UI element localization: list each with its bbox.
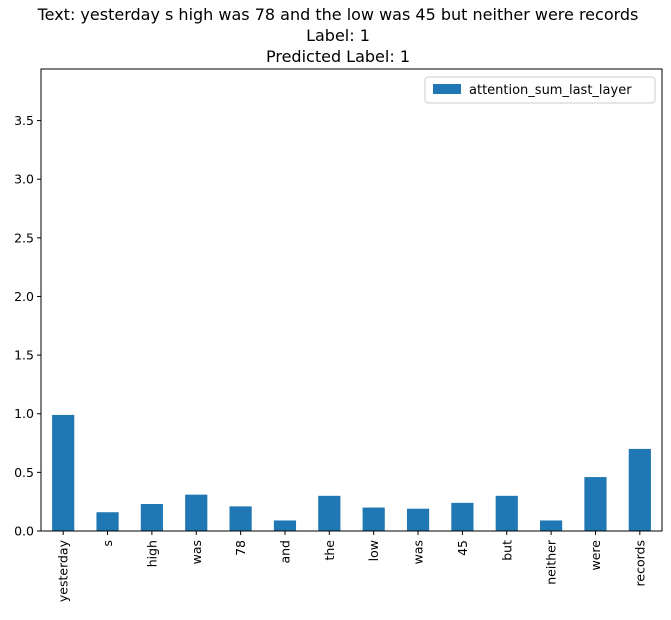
x-tick-label-0: yesterday <box>56 539 71 602</box>
title-line-1: Text: yesterday s high was 78 and the lo… <box>37 5 639 24</box>
bar-records-13 <box>628 448 651 531</box>
chart-title: Text: yesterday s high was 78 and the lo… <box>37 5 639 66</box>
x-tick-label-3: was <box>189 540 204 564</box>
y-tick-label-5: 2.5 <box>14 230 34 245</box>
y-tick-label-0: 0.0 <box>14 524 34 539</box>
y-tick-label-4: 2.0 <box>14 289 34 304</box>
title-line-3: Predicted Label: 1 <box>266 47 410 66</box>
legend-swatch <box>433 84 461 94</box>
bar-low-7 <box>362 507 385 531</box>
title-line-2: Label: 1 <box>306 26 370 45</box>
y-tick-label-7: 3.5 <box>14 113 34 128</box>
bar-high-2 <box>140 504 163 531</box>
y-tick-label-2: 1.0 <box>14 406 34 421</box>
axes-group: 0.0 0.5 1.0 1.5 2.0 2.5 3.0 3.5 yesterday s high wa… <box>14 68 663 602</box>
x-tick-label-6: the <box>322 540 337 561</box>
y-tick-label-1: 0.5 <box>14 465 34 480</box>
bar-the-6 <box>318 495 341 531</box>
legend-box <box>424 76 656 104</box>
x-tick-label-13: records <box>632 540 647 586</box>
bar-45-9 <box>451 502 474 531</box>
x-tick-label-11: neither <box>544 539 559 585</box>
x-tick-label-7: low <box>366 540 381 561</box>
legend: attention_sum_last_layer <box>424 76 656 104</box>
bar-s-1 <box>96 512 119 531</box>
bar-and-5 <box>273 520 297 531</box>
bar-but-10 <box>495 495 518 531</box>
x-tick-label-2: high <box>144 540 159 567</box>
x-tick-label-12: were <box>588 540 603 571</box>
bar-was-3 <box>185 494 208 531</box>
axes-frame <box>40 68 663 532</box>
x-tick-label-10: but <box>499 540 514 561</box>
x-tick-label-4: 78 <box>233 540 248 556</box>
bar-were-12 <box>584 477 607 531</box>
x-tick-label-1: s <box>100 540 115 547</box>
x-tick-label-9: 45 <box>455 540 470 556</box>
bar-neither-11 <box>540 520 563 531</box>
y-tick-label-6: 3.0 <box>14 172 34 187</box>
x-tick-label-5: and <box>277 540 292 564</box>
bar-was-8 <box>406 508 430 531</box>
bar-78-4 <box>229 506 252 531</box>
bars-group <box>52 414 651 531</box>
x-tick-label-8: was <box>411 540 426 564</box>
y-tick-label-3: 1.5 <box>14 348 34 363</box>
bar-yesterday-0 <box>52 414 75 531</box>
legend-label: attention_sum_last_layer <box>469 83 632 98</box>
